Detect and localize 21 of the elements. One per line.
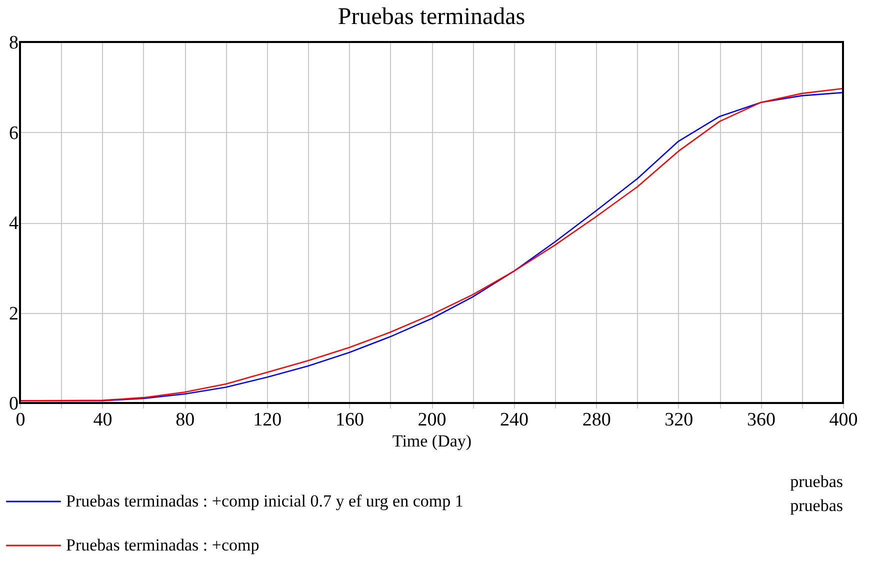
x-tick-label: 80 xyxy=(176,410,195,430)
y-tick-label: 6 xyxy=(9,122,18,144)
y-tick-label: 2 xyxy=(9,303,18,324)
x-tick-label: 120 xyxy=(253,410,282,430)
x-tick-label: 280 xyxy=(582,410,611,430)
legend-label: Pruebas terminadas : +comp xyxy=(66,536,260,554)
x-tick-label: 320 xyxy=(664,410,694,430)
chart-title: Pruebas terminadas xyxy=(338,4,526,30)
y-tick-label: 4 xyxy=(9,213,19,234)
x-tick-label: 200 xyxy=(418,410,446,430)
x-tick-label: 360 xyxy=(746,410,776,430)
x-tick-label: 160 xyxy=(335,410,364,430)
text: pruebas xyxy=(790,496,843,515)
y-tick-label: 0 xyxy=(9,394,18,414)
y-tick-label: 8 xyxy=(9,32,18,54)
x-tick-label: 40 xyxy=(93,410,112,430)
x-tick-label: 240 xyxy=(500,410,529,430)
x-axis-title: Time (Day) xyxy=(392,432,472,450)
text: pruebas xyxy=(790,472,843,491)
x-tick-label: 400 xyxy=(829,410,858,430)
legend-label: Pruebas terminadas : +comp inicial 0.7 y ef urg en comp 1 xyxy=(66,492,464,510)
